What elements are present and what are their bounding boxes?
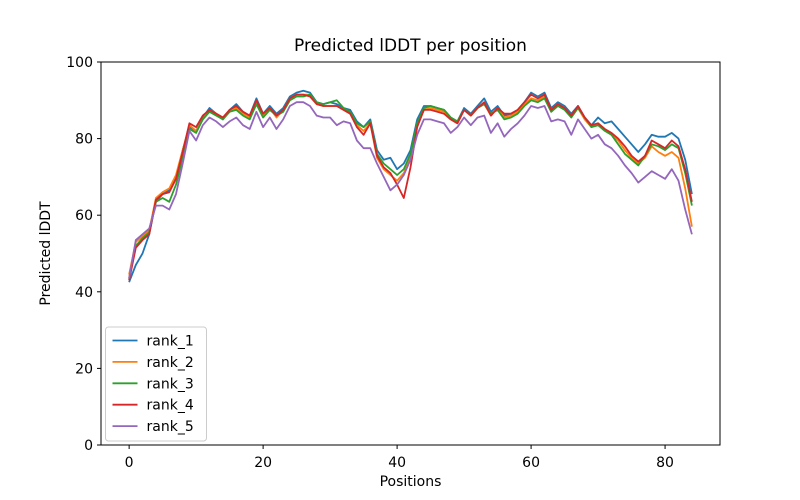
legend-label: rank_2 xyxy=(147,355,194,371)
legend-entry: rank_3 xyxy=(112,376,194,392)
y-tick-label: 80 xyxy=(75,132,93,148)
x-axis-ticks: 0 20 40 60 80 xyxy=(125,445,674,471)
y-axis-ticks: 0 20 40 60 80 100 xyxy=(66,55,101,454)
legend-label: rank_5 xyxy=(147,419,194,435)
series-line-rank_3 xyxy=(128,93,693,279)
series-lines xyxy=(128,89,693,283)
x-tick-label: 20 xyxy=(254,455,272,471)
legend-label: rank_1 xyxy=(147,334,194,350)
legend-entry: rank_1 xyxy=(112,334,194,350)
legend-entry: rank_2 xyxy=(112,355,194,371)
x-tick-label: 60 xyxy=(522,455,540,471)
series-line-rank_2 xyxy=(128,93,693,275)
y-tick-label: 60 xyxy=(75,208,93,224)
x-tick-label: 0 xyxy=(125,455,134,471)
legend-entry: rank_4 xyxy=(112,398,194,414)
y-tick-label: 40 xyxy=(75,285,93,301)
x-tick-label: 80 xyxy=(656,455,674,471)
y-tick-label: 100 xyxy=(66,55,93,71)
series-line-rank_5 xyxy=(128,101,693,279)
legend-box xyxy=(105,326,207,442)
plot-border xyxy=(100,61,721,446)
y-axis-label: Predicted lDDT xyxy=(38,201,54,306)
legend-label: rank_4 xyxy=(147,398,194,414)
series-line-rank_4 xyxy=(128,93,693,281)
x-axis-label: Positions xyxy=(380,474,442,490)
chart-title: Predicted lDDT per position xyxy=(294,36,527,56)
legend: rank_1 rank_2 rank_3 rank_4 rank_5 xyxy=(105,326,207,442)
legend-label: rank_3 xyxy=(147,376,194,392)
y-tick-label: 20 xyxy=(75,361,93,377)
legend-entry: rank_5 xyxy=(112,419,194,435)
y-tick-label: 0 xyxy=(84,438,93,454)
x-tick-label: 40 xyxy=(388,455,406,471)
